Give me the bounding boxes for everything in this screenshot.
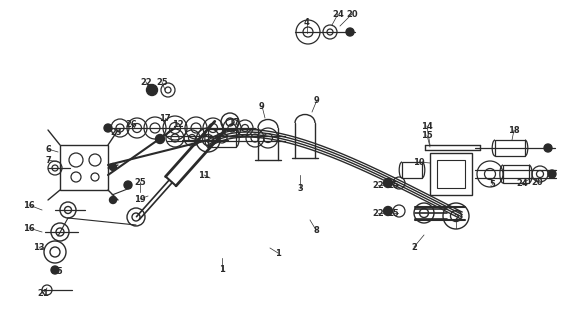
Text: 4: 4: [304, 18, 310, 27]
Text: 25: 25: [51, 268, 63, 276]
Circle shape: [124, 181, 132, 189]
Text: 23: 23: [110, 127, 122, 137]
Circle shape: [383, 179, 392, 188]
Bar: [430, 153, 472, 195]
Text: 11: 11: [198, 171, 210, 180]
Text: 10: 10: [413, 157, 425, 166]
Text: 22: 22: [140, 77, 152, 86]
Text: 19: 19: [134, 195, 146, 204]
Circle shape: [51, 266, 59, 274]
Circle shape: [346, 28, 354, 36]
Bar: [437, 160, 465, 188]
Text: 17: 17: [159, 114, 171, 123]
Circle shape: [104, 124, 112, 132]
Circle shape: [383, 206, 392, 215]
Text: 22: 22: [372, 180, 384, 189]
Text: 3: 3: [297, 183, 303, 193]
Text: 8: 8: [313, 226, 319, 235]
Text: 20: 20: [531, 178, 543, 187]
Text: 17: 17: [228, 117, 240, 126]
Text: 2: 2: [453, 213, 459, 222]
Text: 1: 1: [219, 266, 225, 275]
Text: 26: 26: [125, 119, 137, 129]
Text: 18: 18: [508, 125, 520, 134]
Text: 24: 24: [332, 10, 344, 19]
Circle shape: [110, 164, 116, 171]
Text: 6: 6: [45, 145, 51, 154]
Bar: [402, 162, 422, 178]
Text: 16: 16: [23, 223, 35, 233]
Text: 9: 9: [314, 95, 320, 105]
Circle shape: [156, 134, 165, 143]
Text: 20: 20: [346, 10, 358, 19]
Text: 25: 25: [156, 77, 168, 86]
Text: 14: 14: [421, 122, 433, 131]
Text: 24: 24: [516, 179, 528, 188]
Circle shape: [548, 170, 556, 178]
Text: 2: 2: [411, 243, 417, 252]
Bar: [495, 140, 525, 156]
Text: 1: 1: [275, 249, 281, 258]
Circle shape: [544, 144, 552, 152]
Text: 15: 15: [421, 131, 433, 140]
Text: 7: 7: [45, 156, 51, 164]
Text: 25: 25: [387, 209, 399, 218]
Text: 9: 9: [259, 101, 265, 110]
Text: 25: 25: [387, 180, 399, 189]
Text: 21: 21: [37, 289, 49, 298]
Text: 5: 5: [489, 180, 495, 188]
Circle shape: [110, 196, 116, 204]
Bar: [503, 165, 529, 183]
Text: 25: 25: [134, 178, 146, 187]
Text: 22: 22: [372, 209, 384, 218]
Text: 13: 13: [33, 243, 45, 252]
Bar: [208, 129, 236, 147]
Text: 12: 12: [172, 119, 184, 129]
Text: 16: 16: [23, 201, 35, 210]
Circle shape: [147, 84, 157, 95]
